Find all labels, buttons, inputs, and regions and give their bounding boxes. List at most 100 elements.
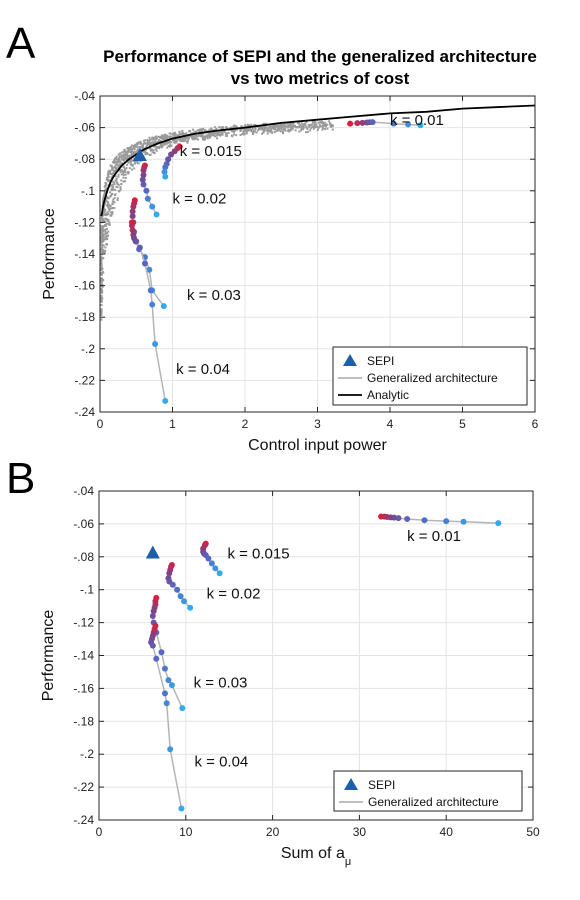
cloud-point: [231, 130, 234, 133]
cloud-point: [105, 222, 108, 225]
x-axis-label: Control input power: [248, 437, 387, 454]
cloud-point: [111, 200, 114, 203]
cloud-point: [122, 159, 125, 162]
cloud-point: [317, 121, 320, 124]
cloud-point: [102, 211, 105, 214]
cloud-point: [251, 133, 254, 136]
cloud-point: [106, 218, 109, 221]
panel-letter-a: A: [6, 19, 36, 68]
cloud-point: [122, 174, 125, 177]
cloud-point: [208, 128, 211, 131]
cloud-point: [117, 173, 120, 176]
cloud-point: [102, 207, 105, 210]
y-tick-label: -.22: [74, 373, 95, 387]
data-point: [460, 518, 467, 525]
cloud-point: [173, 131, 176, 134]
cloud-point: [115, 169, 118, 172]
cloud-point: [242, 131, 245, 134]
cloud-point: [271, 126, 274, 129]
cloud-point: [100, 241, 103, 244]
cloud-point: [101, 251, 104, 254]
cloud-point: [326, 127, 329, 130]
cloud-point: [126, 152, 129, 155]
chart-b: k = 0.01 k = 0.015 k = 0.02 k = 0.03 k = 0.0…: [40, 484, 540, 868]
cloud-point: [111, 186, 114, 189]
cloud-point: [211, 132, 214, 135]
cloud-point: [330, 124, 333, 127]
cloud-point: [107, 219, 110, 222]
cloud-point: [287, 122, 290, 125]
data-point: [150, 608, 157, 615]
cloud-point: [193, 135, 196, 138]
cloud-point: [148, 153, 151, 156]
cloud-point: [102, 237, 105, 240]
panel-letter-b: B: [6, 454, 35, 503]
series-label: k = 0.01: [407, 528, 461, 545]
cloud-point: [281, 128, 284, 131]
series-k-0: k = 0.01: [347, 112, 444, 129]
series-label: k = 0.04: [194, 754, 248, 771]
cloud-point: [113, 159, 116, 162]
series-k-1: k = 0.015: [161, 143, 242, 180]
cloud-point: [102, 229, 105, 232]
cloud-point: [114, 175, 117, 178]
cloud-point: [199, 128, 202, 131]
cloud-point: [115, 160, 118, 163]
cloud-point: [148, 144, 151, 147]
cloud-point: [122, 170, 125, 173]
cloud-point: [128, 167, 131, 170]
cloud-point: [102, 271, 105, 274]
cloud-point: [100, 262, 103, 265]
y-tick-label: -.2: [80, 747, 94, 761]
cloud-point: [184, 137, 187, 140]
cloud-point: [107, 222, 110, 225]
cloud-point: [125, 156, 128, 159]
cloud-point: [197, 138, 200, 141]
cloud-point: [247, 124, 250, 127]
cloud-point: [261, 128, 264, 131]
cloud-point: [316, 126, 319, 129]
cloud-point: [124, 176, 127, 179]
cloud-point: [220, 133, 223, 136]
cloud-point: [130, 153, 133, 156]
cloud-point: [104, 184, 107, 187]
cloud-point: [208, 136, 211, 139]
cloud-point: [105, 197, 108, 200]
cloud-point: [233, 133, 236, 136]
cloud-point: [113, 166, 116, 169]
data-point: [181, 598, 188, 605]
cloud-point: [285, 122, 288, 125]
cloud-point: [192, 128, 195, 131]
cloud-point: [106, 177, 109, 180]
cloud-point: [144, 152, 147, 155]
cloud-point: [253, 126, 256, 129]
cloud-point: [104, 181, 107, 184]
cloud-point: [125, 150, 128, 153]
cloud-point: [122, 166, 125, 169]
data-point: [443, 518, 450, 525]
cloud-point: [149, 149, 152, 152]
cloud-point: [283, 124, 286, 127]
cloud-point: [231, 135, 234, 138]
y-tick-label: -.04: [74, 89, 95, 103]
cloud-point: [203, 135, 206, 138]
cloud-point: [267, 130, 270, 133]
data-point: [146, 266, 153, 273]
cloud-point: [112, 161, 115, 164]
cloud-point: [273, 127, 276, 130]
cloud-point: [254, 128, 257, 131]
data-point: [391, 514, 398, 521]
cloud-point: [107, 170, 110, 173]
cloud-point: [102, 235, 105, 238]
data-point: [495, 520, 502, 527]
cloud-point: [105, 212, 108, 215]
chart-a-title-line-2: vs two metrics of cost: [231, 69, 410, 88]
cloud-point: [100, 310, 103, 313]
data-point: [395, 515, 402, 522]
cloud-point: [222, 127, 225, 130]
cloud-point: [208, 132, 211, 135]
cloud-point: [104, 214, 107, 217]
cloud-point: [133, 147, 136, 150]
data-point: [162, 397, 169, 404]
cloud-point: [100, 272, 103, 275]
